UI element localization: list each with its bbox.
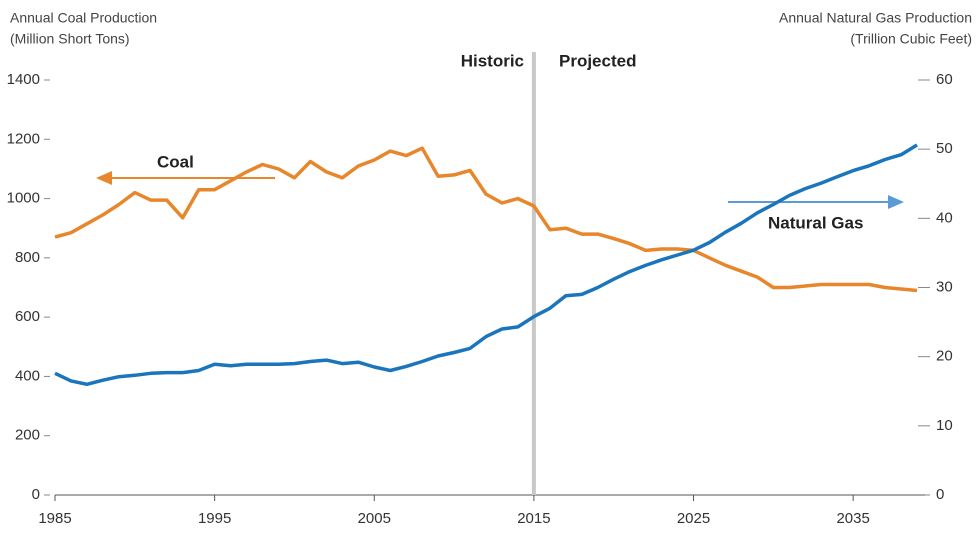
y-tick-label: 200 xyxy=(15,427,40,444)
x-tick-label: 2025 xyxy=(677,510,710,527)
coal-label: Coal xyxy=(157,152,194,171)
x-tick-label: 2035 xyxy=(836,510,869,527)
coal-arrow-head xyxy=(96,171,112,185)
gas-arrow-head xyxy=(888,195,904,209)
x-tick-label: 2015 xyxy=(517,510,550,527)
series-line xyxy=(54,143,918,387)
y2-tick-label: 60 xyxy=(936,71,953,88)
x-tick-label: 2005 xyxy=(358,510,391,527)
y-tick-label: 1000 xyxy=(7,190,40,207)
y-tick-label: 400 xyxy=(15,367,40,384)
y-tick-label: 1200 xyxy=(7,130,40,147)
y2-tick-label: 10 xyxy=(936,417,953,434)
projected-label: Projected xyxy=(559,51,636,70)
series-line xyxy=(54,146,918,293)
y2-tick-label: 30 xyxy=(936,278,953,295)
gas-label: Natural Gas xyxy=(768,213,863,232)
y2-tick-label: 20 xyxy=(936,348,953,365)
y-tick-label: 1400 xyxy=(7,71,40,88)
x-tick-label: 1985 xyxy=(38,510,71,527)
y2-tick-label: 50 xyxy=(936,140,953,157)
y2-tick-label: 40 xyxy=(936,209,953,226)
y-tick-label: 600 xyxy=(15,308,40,325)
y2-title: Annual Natural Gas Production xyxy=(779,10,972,26)
y-tick-label: 0 xyxy=(32,486,40,503)
y-title: (Million Short Tons) xyxy=(10,31,130,47)
historic-label: Historic xyxy=(461,51,524,70)
y-title: Annual Coal Production xyxy=(10,10,157,26)
y2-tick-label: 0 xyxy=(936,486,944,503)
y2-title: (Trillion Cubic Feet) xyxy=(850,31,972,47)
y-tick-label: 800 xyxy=(15,249,40,266)
x-tick-label: 1995 xyxy=(198,510,231,527)
